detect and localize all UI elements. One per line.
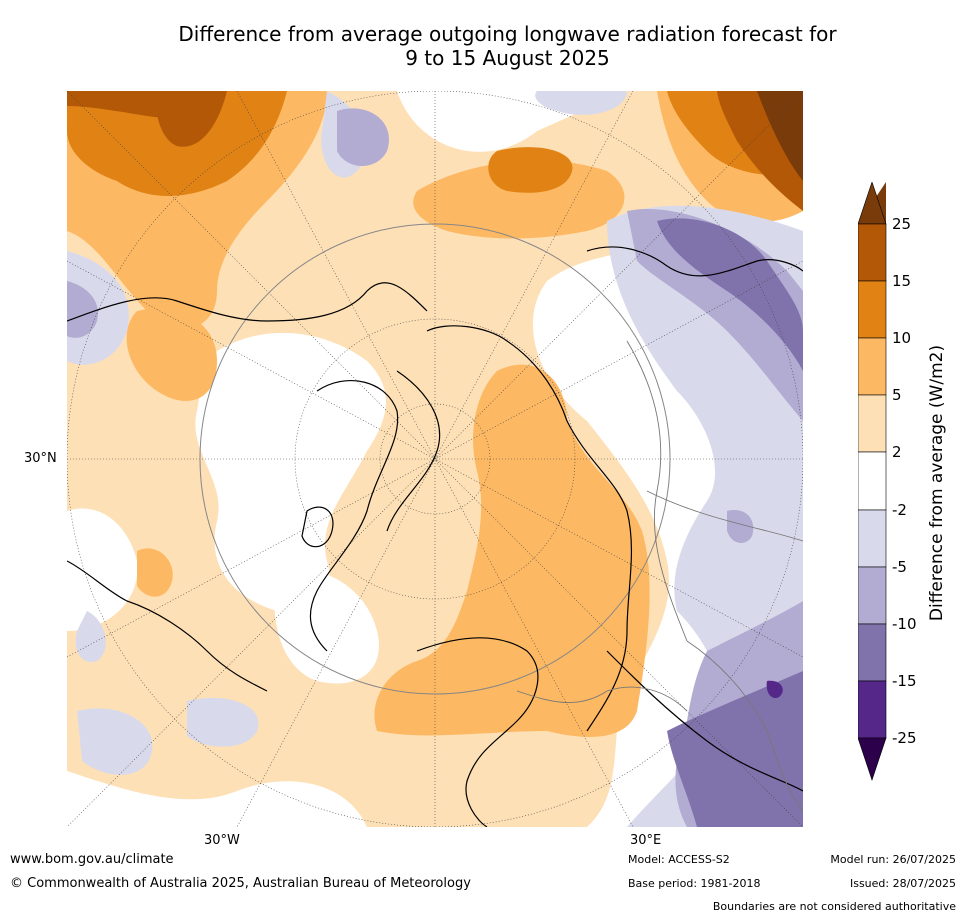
colorbar [857, 181, 918, 782]
colorbar-tick-m25: -25 [892, 729, 917, 747]
colorbar-bin-neutral [857, 451, 887, 511]
colorbar-under-cap [857, 737, 887, 781]
colorbar-tick-2: 2 [892, 443, 902, 461]
base-period-text: Base period: 1981-2018 [628, 877, 761, 890]
colorbar-tick-m15: -15 [892, 672, 917, 690]
colorbar-tick-25: 25 [892, 215, 912, 233]
map-title: Difference from average outgoing longwav… [60, 22, 955, 70]
anomaly-negative-10-15 [657, 218, 803, 827]
colorbar-tick-m2: -2 [892, 501, 907, 519]
equator-outline [199, 223, 671, 695]
title-line-2: 9 to 15 August 2025 [405, 46, 610, 70]
colorbar-tick-m5: -5 [892, 558, 907, 576]
website-text: www.bom.gov.au/climate [10, 852, 174, 867]
colorbar-tick-10: 10 [892, 329, 912, 347]
colorbar-bin-m2-m5 [857, 509, 887, 568]
colorbar-tick-15: 15 [892, 272, 912, 290]
colorbar-bin-m10-m15 [857, 623, 887, 682]
polar-anomaly-map [67, 91, 803, 827]
anomaly-negative-15-25 [766, 680, 783, 699]
copyright-text: © Commonwealth of Australia 2025, Austra… [10, 876, 471, 891]
colorbar-bin-2-5 [857, 394, 887, 453]
model-run-text: Model run: 26/07/2025 [830, 853, 956, 866]
disclaimer-text: Boundaries are not considered authoritat… [712, 900, 956, 913]
colorbar-bin-5-10 [857, 337, 887, 396]
model-text: Model: ACCESS-S2 [628, 853, 730, 866]
colorbar-bin-10-15 [857, 280, 887, 339]
colorbar-bin-15-25 [857, 223, 887, 282]
longitude-label-30w: 30°W [204, 833, 240, 848]
latitude-label-30n: 30°N [24, 451, 57, 466]
longitude-label-30e: 30°E [630, 833, 662, 848]
issued-text: Issued: 28/07/2025 [849, 877, 956, 890]
colorbar-title: Difference from average (W/m2) [927, 344, 947, 622]
colorbar-bin-m15-m25 [857, 680, 887, 739]
country-borders [516, 340, 803, 812]
colorbar-tick-m10: -10 [892, 615, 917, 633]
coastlines [67, 246, 803, 827]
anomaly-positive-over-25 [757, 91, 803, 181]
title-line-1: Difference from average outgoing longwav… [178, 22, 837, 46]
colorbar-tick-5: 5 [892, 386, 902, 404]
colorbar-bin-m5-m10 [857, 566, 887, 625]
